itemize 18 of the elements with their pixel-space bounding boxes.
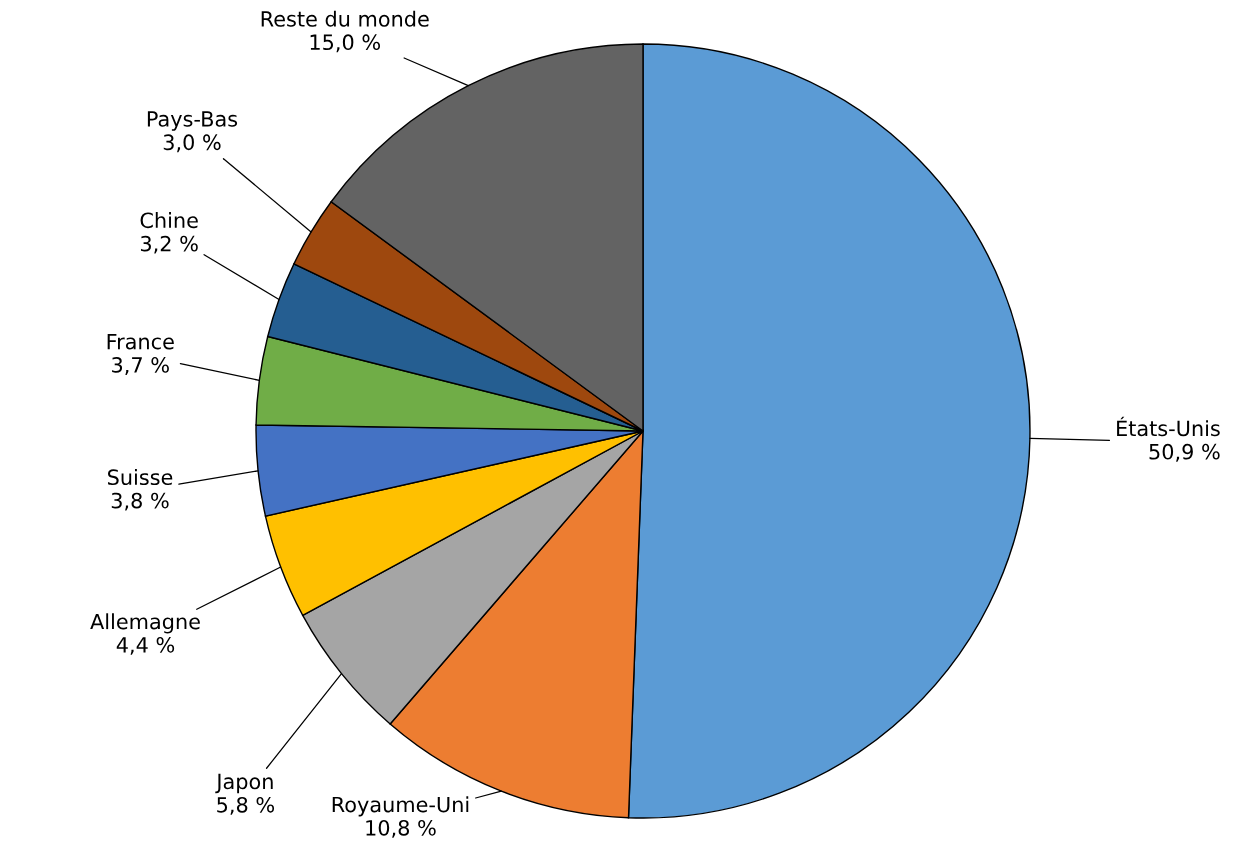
data-label: 3,2 % [140, 235, 198, 254]
slice-label: Suisse [108, 468, 173, 486]
data-label: 15,0 % [310, 34, 381, 53]
data-label: 5,8 % [217, 796, 275, 815]
data-label: 3,0 % [163, 134, 221, 153]
slice-label: Japon [215, 773, 273, 794]
data-label: 4,4 % [116, 636, 175, 655]
data-label: 3,8 % [111, 492, 169, 511]
data-label: 3,7 % [112, 357, 169, 375]
slice-label: Allemagne [90, 613, 200, 634]
slice-label: Reste du monde [261, 10, 429, 27]
slice-label: France [107, 333, 174, 350]
slice-label: Pays-Bas [147, 111, 238, 131]
slice-label: Royaume-Uni [332, 796, 469, 817]
slice-label: États-Unis [1117, 416, 1220, 437]
slice-label: Chine [140, 212, 198, 229]
data-label: 10,8 % [366, 819, 436, 838]
data-label: 50,9 % [1149, 443, 1220, 462]
